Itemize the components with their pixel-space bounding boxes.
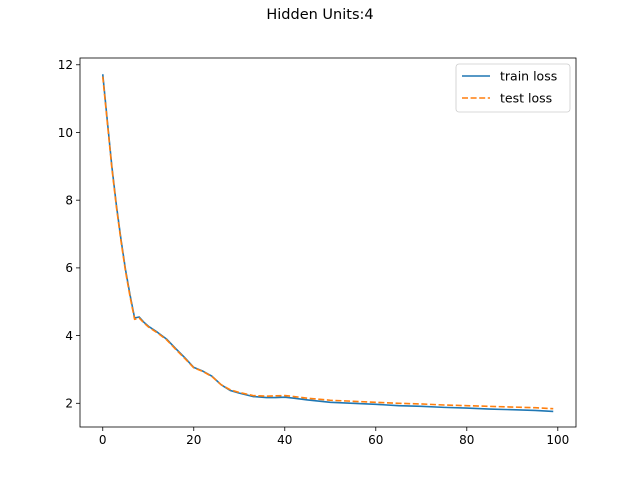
- x-tick-label: 100: [546, 433, 569, 447]
- y-tick-label: 8: [65, 193, 73, 207]
- y-tick-label: 12: [58, 58, 73, 72]
- x-tick-label: 80: [459, 433, 474, 447]
- y-tick-label: 6: [65, 261, 73, 275]
- chart-title: Hidden Units:4: [266, 7, 374, 23]
- legend: train loss test loss: [455, 63, 571, 113]
- x-tick-label: 60: [368, 433, 383, 447]
- axes-frame: [79, 57, 577, 428]
- series-line-train-loss: [101, 74, 554, 413]
- series-line-test-loss: [101, 76, 554, 410]
- legend-label: train loss: [500, 69, 557, 84]
- y-tick-label: 10: [58, 126, 73, 140]
- x-tick-label: 0: [99, 433, 107, 447]
- x-tick-label: 40: [277, 433, 292, 447]
- x-tick-label: 20: [186, 433, 201, 447]
- y-tick-label: 4: [65, 329, 73, 343]
- y-tick-label: 2: [65, 397, 73, 411]
- legend-label: test loss: [500, 91, 552, 106]
